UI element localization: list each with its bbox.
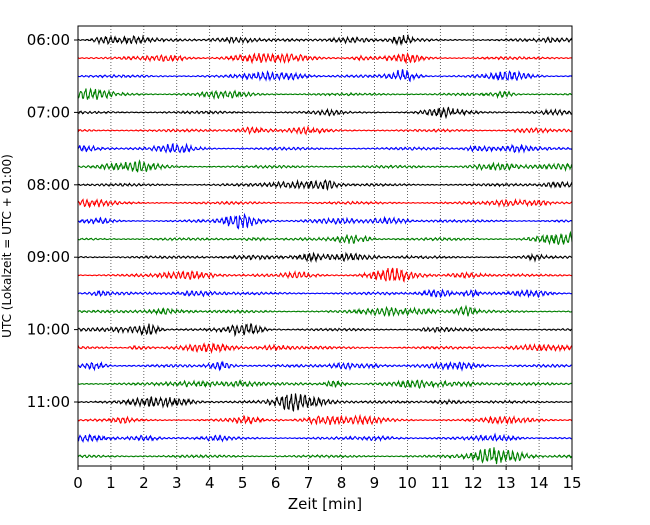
seismic-trace xyxy=(77,342,573,354)
y-tick-label: 07:00 xyxy=(27,103,70,121)
x-tick-label: 0 xyxy=(73,474,83,492)
x-tick-label: 8 xyxy=(337,474,347,492)
plot-frame xyxy=(77,25,573,467)
y-tick-label: 09:00 xyxy=(27,248,70,266)
seismic-traces xyxy=(77,33,573,465)
x-tick-label: 11 xyxy=(431,474,450,492)
seismic-trace xyxy=(77,378,573,390)
seismic-trace xyxy=(77,212,573,230)
y-axis-ticks: 06:00 07:00 08:00 09:00 10:00 11:00 xyxy=(27,31,78,411)
y-tick-label: 11:00 xyxy=(27,393,70,411)
x-tick-label: 6 xyxy=(271,474,281,492)
x-axis-label: Zeit [min] xyxy=(288,495,362,513)
seismic-trace xyxy=(77,197,573,209)
x-tick-label: 15 xyxy=(562,474,581,492)
seismic-trace xyxy=(77,288,573,299)
x-tick-label: 4 xyxy=(205,474,215,492)
seismic-trace xyxy=(77,267,573,283)
x-tick-label: 13 xyxy=(497,474,516,492)
seismic-trace xyxy=(77,69,573,83)
seismic-trace xyxy=(77,322,573,338)
seismic-trace xyxy=(77,52,573,65)
seismic-trace xyxy=(77,432,573,443)
x-tick-label: 5 xyxy=(238,474,248,492)
seismic-trace xyxy=(77,159,573,173)
grid-lines xyxy=(110,26,540,466)
y-tick-label: 06:00 xyxy=(27,31,70,49)
seismic-trace xyxy=(77,304,573,318)
x-tick-label: 3 xyxy=(172,474,182,492)
x-tick-label: 14 xyxy=(530,474,549,492)
seismic-trace xyxy=(77,106,573,120)
x-tick-label: 7 xyxy=(304,474,314,492)
y-tick-label: 08:00 xyxy=(27,176,70,194)
x-tick-label: 10 xyxy=(398,474,417,492)
x-tick-label: 12 xyxy=(464,474,483,492)
x-tick-label: 9 xyxy=(370,474,380,492)
seismic-trace xyxy=(77,178,573,192)
seismic-trace xyxy=(77,87,573,101)
y-tick-label: 10:00 xyxy=(27,321,70,339)
seismic-trace xyxy=(77,125,573,136)
x-tick-label: 1 xyxy=(106,474,116,492)
seismic-trace xyxy=(77,393,573,412)
y-axis-label: UTC (Lokalzeit = UTC + 01:00) xyxy=(0,154,14,338)
seismic-trace xyxy=(77,413,573,426)
seismic-trace xyxy=(77,251,573,263)
seismic-trace xyxy=(77,33,573,46)
x-axis-ticks: 0 1 2 3 4 5 6 7 8 9 10 11 12 13 14 15 xyxy=(73,466,582,492)
x-tick-label: 2 xyxy=(139,474,149,492)
seismic-trace xyxy=(77,230,573,246)
seismic-trace xyxy=(77,360,573,372)
seismic-trace xyxy=(77,142,573,154)
seismic-trace xyxy=(77,447,573,465)
